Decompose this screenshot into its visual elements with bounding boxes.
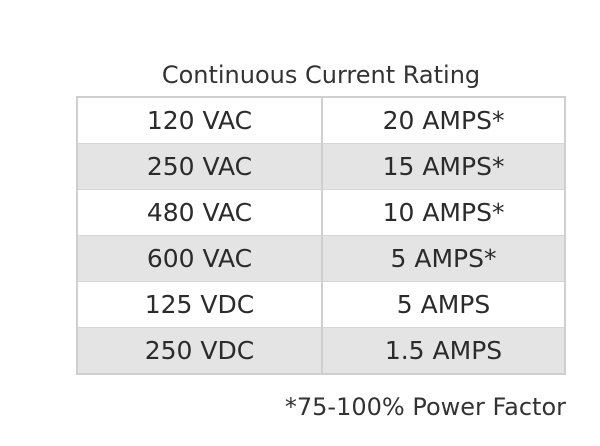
- voltage-cell: 125 VDC: [77, 281, 323, 328]
- voltage-cell: 120 VAC: [77, 97, 323, 144]
- current-rating-table: 120 VAC 20 AMPS* 250 VAC 15 AMPS* 480 VA…: [76, 96, 566, 375]
- table-title: Continuous Current Rating: [161, 61, 481, 89]
- current-cell: 20 AMPS*: [322, 97, 565, 144]
- table-row: 250 VAC 15 AMPS*: [77, 143, 565, 190]
- current-cell: 15 AMPS*: [322, 143, 565, 190]
- table-row: 480 VAC 10 AMPS*: [77, 189, 565, 236]
- table-row: 125 VDC 5 AMPS: [77, 281, 565, 328]
- current-cell: 5 AMPS*: [322, 235, 565, 282]
- power-factor-footnote: *75-100% Power Factor: [284, 393, 566, 421]
- table-row: 250 VDC 1.5 AMPS: [77, 327, 565, 374]
- current-cell: 1.5 AMPS: [322, 327, 565, 374]
- voltage-cell: 600 VAC: [77, 235, 323, 282]
- voltage-cell: 250 VAC: [77, 143, 323, 190]
- voltage-cell: 250 VDC: [77, 327, 323, 374]
- table-row: 600 VAC 5 AMPS*: [77, 235, 565, 282]
- table-row: 120 VAC 20 AMPS*: [77, 97, 565, 144]
- current-cell: 5 AMPS: [322, 281, 565, 328]
- current-cell: 10 AMPS*: [322, 189, 565, 236]
- voltage-cell: 480 VAC: [77, 189, 323, 236]
